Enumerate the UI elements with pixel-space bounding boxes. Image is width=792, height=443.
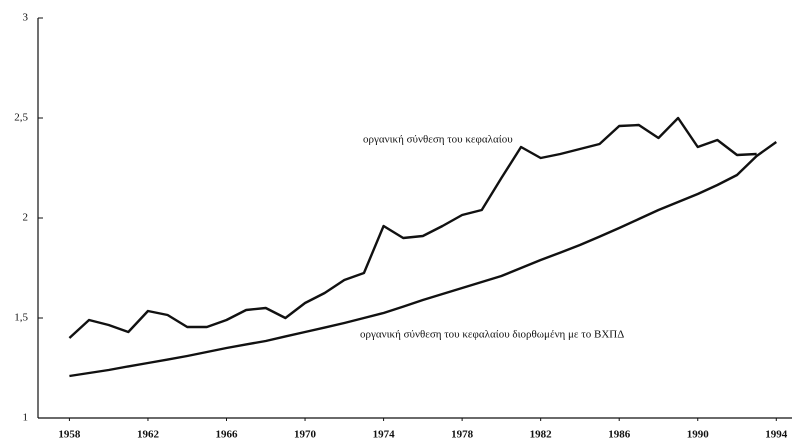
data-line xyxy=(69,141,777,378)
x-tick-label: 1978 xyxy=(451,429,474,441)
y-tick-label: 3 xyxy=(23,12,29,24)
y-tick-label: 1,5 xyxy=(14,312,28,324)
series-label: οργανική σύνθεση του κεφαλαίου διορθωμέν… xyxy=(360,329,624,341)
x-tick-label: 1962 xyxy=(137,429,160,441)
x-tick-label: 1982 xyxy=(530,429,553,441)
x-tick-label: 1994 xyxy=(765,429,788,441)
x-tick-label: 1958 xyxy=(58,429,81,441)
x-tick-label: 1966 xyxy=(216,429,239,441)
x-tick-label: 1986 xyxy=(608,429,631,441)
y-tick-label: 1 xyxy=(23,412,29,424)
x-tick-label: 1970 xyxy=(294,429,317,441)
data-line xyxy=(68,116,757,339)
y-tick-label: 2,5 xyxy=(14,112,28,124)
x-tick-label: 1990 xyxy=(687,429,710,441)
x-tick-label: 1974 xyxy=(373,429,396,441)
y-tick-label: 2 xyxy=(23,212,29,224)
series-label: οργανική σύνθεση του κεφαλαίου xyxy=(363,134,513,146)
